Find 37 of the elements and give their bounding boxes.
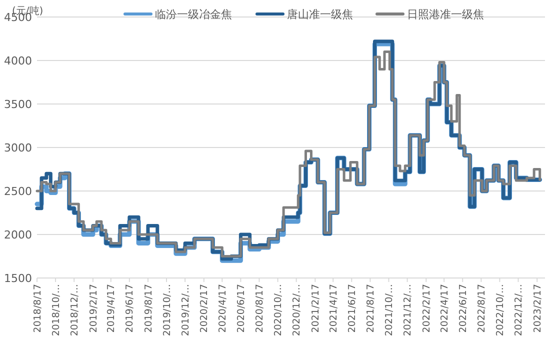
- legend-label: 临汾一级冶金焦: [155, 8, 232, 21]
- x-tick-label: 2021/2/17: [310, 284, 322, 333]
- y-tick-label: 2500: [4, 184, 32, 198]
- y-tick-label: 3000: [4, 141, 32, 154]
- x-tick-label: 2020/4/17: [217, 284, 228, 333]
- x-tick-label: 2019/8/17: [143, 284, 154, 333]
- legend-label: 唐山准一级焦: [287, 8, 353, 21]
- x-tick-label: 2020/12/…: [292, 284, 303, 336]
- x-tick-label: 2019/12/…: [180, 284, 192, 336]
- x-tick-label: 2019/10/…: [162, 284, 173, 336]
- x-tick-label: 2022/2/17: [421, 284, 432, 333]
- x-tick-label: 2021/8/17: [366, 284, 377, 333]
- x-tick-label: 2022/8/17: [476, 284, 488, 333]
- x-tick-label: 2022/4/17: [439, 284, 450, 333]
- x-tick-label: 2019/6/17: [124, 284, 136, 333]
- x-tick-label: 2022/10/…: [495, 284, 506, 336]
- x-tick-label: 2018/8/17: [32, 284, 44, 333]
- x-tick-label: 2022/12/…: [514, 284, 525, 336]
- x-tick-label: 2020/10/…: [273, 284, 284, 336]
- x-tick-label: 2020/6/17: [236, 284, 248, 333]
- x-tick-label: 2019/4/17: [106, 284, 118, 333]
- x-tick-label: 2020/8/17: [254, 284, 266, 333]
- x-tick-label: 2022/6/17: [458, 284, 469, 333]
- legend-label: 日照港准一级焦: [407, 8, 484, 21]
- x-tick-label: 2023/2/17: [532, 284, 544, 333]
- x-tick-label: 2019/2/17: [88, 284, 100, 333]
- y-tick-label: 3500: [4, 98, 32, 111]
- x-tick-label: 2018/10/…: [50, 284, 62, 336]
- x-tick-label: 2021/12/…: [402, 284, 414, 336]
- x-tick-label: 2021/10/…: [384, 284, 396, 336]
- y-tick-label: 1500: [4, 272, 32, 285]
- y-tick-label: 4000: [4, 54, 32, 68]
- x-tick-label: 2020/2/17: [199, 284, 210, 333]
- x-tick-label: 2021/6/17: [346, 284, 358, 333]
- x-tick-label: 2018/12/…: [69, 284, 80, 336]
- x-tick-label: 2021/4/17: [328, 284, 340, 333]
- y-tick-label: 2000: [4, 228, 32, 242]
